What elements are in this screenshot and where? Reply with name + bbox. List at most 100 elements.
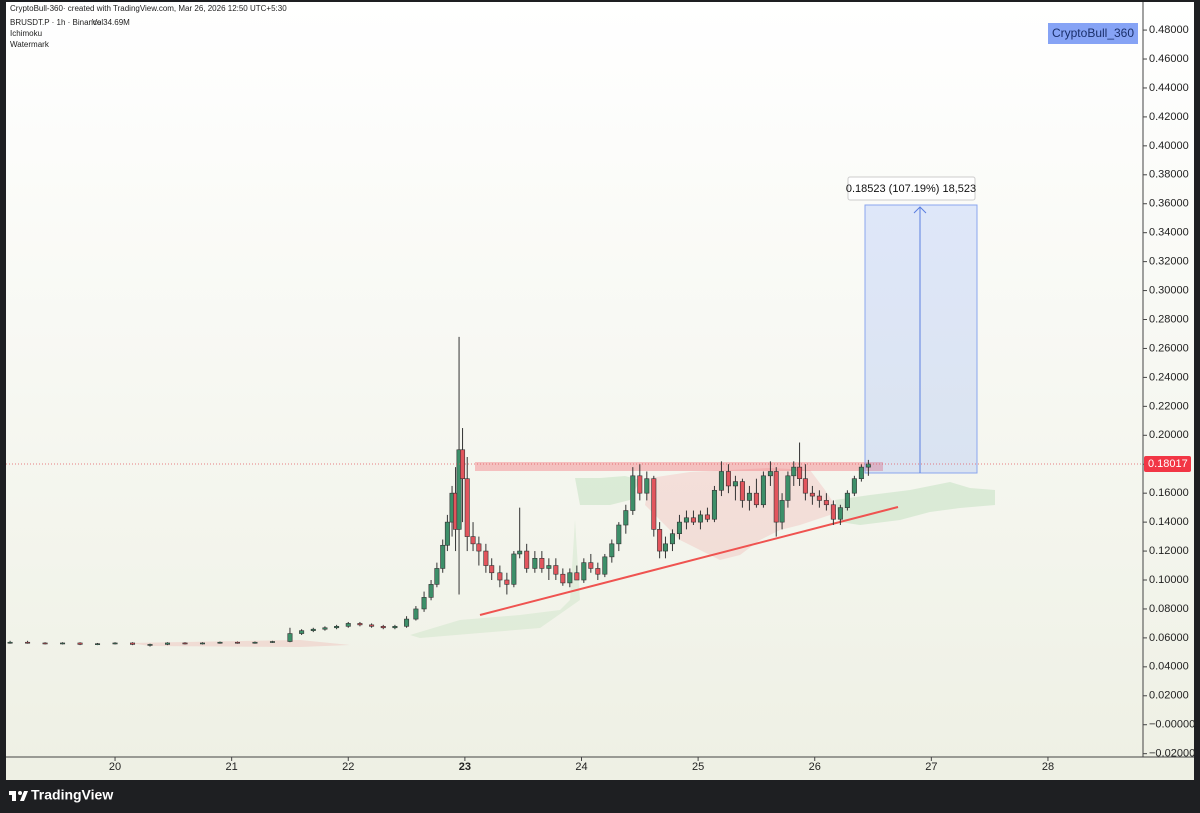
indicator: Watermark [10, 40, 50, 49]
y-tick-label: 0.10000 [1149, 574, 1189, 586]
x-tick-label: 24 [575, 761, 587, 773]
candle-body [760, 475, 766, 506]
y-tick-label: 0.12000 [1149, 545, 1189, 557]
y-tick-label: 0.28000 [1149, 313, 1189, 325]
candle-body [837, 507, 843, 520]
candle-body [785, 475, 791, 501]
candle-body [434, 568, 440, 585]
volume: Vol34.69M [92, 18, 130, 27]
candle-body [165, 642, 171, 645]
candle-body [42, 642, 48, 645]
candle-body [739, 481, 745, 501]
candle-body [567, 572, 573, 584]
candle-body [217, 641, 223, 644]
y-tick-label: 0.42000 [1149, 111, 1189, 123]
candle-body [369, 624, 375, 627]
candle-body [199, 642, 205, 645]
candle-body [60, 642, 66, 645]
candle-body [476, 543, 482, 552]
watermark: CryptoBull_360 [1052, 26, 1134, 40]
candle-body [767, 471, 773, 477]
x-tick-label: 26 [809, 761, 821, 773]
header: CryptoBull-360· created with TradingView… [10, 4, 287, 13]
candle-body [440, 544, 446, 569]
candle-body [524, 550, 530, 569]
x-tick-label: 22 [342, 761, 354, 773]
y-tick-label: −0.00000 [1149, 719, 1195, 731]
candle-body [823, 500, 829, 506]
measure-arrow-head [913, 206, 927, 214]
y-tick-label: 0.46000 [1149, 53, 1189, 65]
candle-body [683, 517, 689, 523]
candle-body [269, 641, 275, 643]
x-tick-label: 23 [459, 761, 471, 773]
y-tick-label: −0.02000 [1149, 748, 1195, 760]
candle-body [779, 500, 785, 523]
candle-body [669, 533, 675, 545]
y-tick-label: 0.16000 [1149, 487, 1189, 499]
candle-body [865, 463, 871, 468]
candle-body [718, 471, 724, 491]
y-tick-label: 0.30000 [1149, 284, 1189, 296]
candle-body [310, 628, 316, 631]
candle-body [456, 449, 462, 530]
x-tick-label: 20 [109, 761, 121, 773]
candle-body [464, 478, 470, 537]
candle-body [7, 641, 13, 644]
candle-body [690, 517, 696, 523]
x-tick-label: 25 [692, 761, 704, 773]
candle-body [77, 642, 83, 645]
y-tick-label: 0.34000 [1149, 227, 1189, 239]
ichimoku-cloud [835, 482, 995, 525]
candle-body [830, 504, 836, 520]
candle-body [299, 630, 305, 634]
candle-body [651, 478, 657, 530]
candle-body [858, 466, 864, 480]
candle-body [637, 475, 643, 494]
y-tick-label: 0.06000 [1149, 632, 1189, 644]
candle-body [732, 481, 738, 487]
footer-bar [0, 780, 1200, 813]
candle-body [345, 623, 351, 627]
watermark-box [1048, 23, 1138, 44]
candle-body [746, 492, 752, 501]
candle-body [234, 641, 240, 644]
candle-body [595, 568, 601, 575]
candle-body [287, 633, 293, 642]
trendline [479, 506, 899, 616]
y-tick-label: 0.40000 [1149, 140, 1189, 152]
measure-label-box [847, 176, 976, 201]
y-tick-label: 0.02000 [1149, 690, 1189, 702]
candle-body [444, 521, 450, 546]
y-tick-label: 0.44000 [1149, 82, 1189, 94]
candle-body [392, 626, 398, 629]
candle-body [95, 643, 101, 645]
candle-body [413, 608, 419, 620]
last-price-box [1144, 455, 1191, 472]
candle-body [421, 597, 427, 610]
y-tick-label: 0.24000 [1149, 371, 1189, 383]
candle-body [609, 543, 615, 558]
y-tick-label: 0.36000 [1149, 198, 1189, 210]
candle-body [334, 626, 340, 629]
candle-body [802, 478, 808, 494]
last-price-label: 0.18017 [1148, 458, 1188, 470]
plot-area [7, 204, 995, 647]
y-tick-label: 0.20000 [1149, 429, 1189, 441]
candle-body [851, 478, 857, 494]
y-tick-label: 0.04000 [1149, 661, 1189, 673]
candle-body [404, 618, 410, 627]
candle-body [644, 478, 650, 494]
candle-body [844, 492, 850, 508]
ichimoku-cloud [130, 640, 350, 647]
candle-body [546, 565, 552, 569]
candle-body [147, 644, 153, 646]
candle-body [581, 562, 587, 581]
candle-body [532, 558, 538, 569]
candle-body [483, 550, 489, 566]
candle-body [252, 641, 258, 644]
candle-body [753, 492, 759, 506]
y-tick-label: 0.22000 [1149, 400, 1189, 412]
